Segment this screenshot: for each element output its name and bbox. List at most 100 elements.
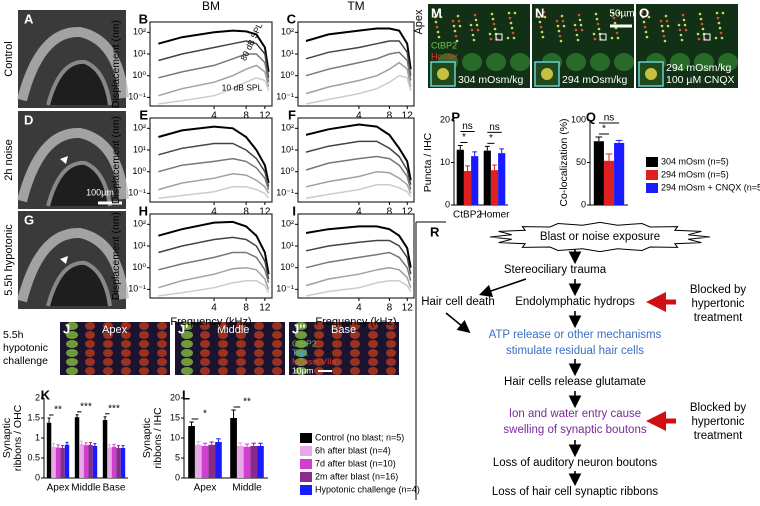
- cell: [200, 331, 210, 339]
- puncta: [645, 35, 649, 39]
- response-curve: [305, 74, 412, 105]
- puncta: [476, 28, 480, 32]
- bar: [230, 418, 237, 478]
- panel-letter: J'': [292, 321, 305, 336]
- puncta: [557, 29, 561, 33]
- cell: [218, 358, 228, 366]
- puncta: [439, 15, 443, 19]
- puncta: [593, 37, 597, 41]
- puncta: [560, 14, 564, 18]
- puncta: [596, 22, 600, 26]
- cell: [386, 358, 396, 366]
- diagram-node: Stereociliary trauma: [504, 264, 607, 276]
- panel-letter: E: [139, 107, 148, 122]
- puncta: [540, 30, 544, 34]
- cell: [350, 340, 360, 348]
- bar: [188, 426, 195, 478]
- cell: [121, 367, 131, 375]
- puncta: [696, 32, 700, 36]
- image-background: [289, 322, 399, 375]
- cell: [218, 349, 228, 357]
- bar: [208, 444, 216, 478]
- response-curve: [305, 61, 412, 95]
- puncta: [664, 14, 668, 18]
- panel-letter: J: [63, 321, 70, 336]
- y-tick-label: 2: [35, 392, 40, 402]
- puncta: [647, 15, 651, 19]
- cell: [181, 358, 193, 366]
- diagram-node: Hair cell death: [421, 296, 495, 308]
- response-curve: [305, 27, 412, 70]
- puncta: [508, 16, 512, 20]
- puncta: [492, 22, 496, 26]
- y-tick-label: 10²: [281, 27, 294, 37]
- x-tick-label: Apex: [194, 483, 217, 494]
- cell: [295, 322, 307, 330]
- panel-letter: K: [41, 387, 51, 402]
- cell: [200, 340, 210, 348]
- bar: [215, 442, 222, 478]
- puncta: [488, 32, 492, 36]
- cell: [157, 322, 167, 330]
- y-tick-label: 10²: [133, 123, 146, 133]
- puncta: [491, 17, 495, 21]
- cell: [368, 322, 378, 330]
- caption: hypotonic: [3, 342, 48, 354]
- condition-label: 294 mOsm/kg: [562, 74, 628, 86]
- puncta: [538, 20, 542, 24]
- x-tick-label: 4: [356, 303, 362, 314]
- image-structure: [46, 59, 112, 106]
- response-curve: [305, 279, 412, 297]
- puncta: [643, 25, 647, 29]
- y-tick-label: 10¹: [133, 48, 146, 58]
- puncta: [511, 31, 515, 35]
- cell: [200, 349, 210, 357]
- y-tick-label: 10⁰: [280, 262, 294, 272]
- response-curve: [305, 51, 412, 81]
- puncta: [559, 39, 563, 43]
- puncta: [457, 19, 461, 23]
- cell: [332, 340, 342, 348]
- cell: [386, 340, 396, 348]
- image-structure: [17, 227, 129, 303]
- caption: 5.5h: [3, 329, 24, 341]
- x-tick-label: 4: [211, 111, 217, 122]
- cochlea-image: [17, 211, 129, 309]
- cell: [85, 322, 95, 330]
- puncta: [536, 10, 540, 14]
- region-label: Base: [331, 324, 356, 336]
- panel-letter: P: [451, 109, 460, 124]
- puncta: [474, 18, 478, 22]
- puncta: [558, 34, 562, 38]
- puncta: [537, 15, 541, 19]
- bar: [79, 444, 84, 478]
- cochlea-image: [17, 111, 129, 209]
- bar: [74, 417, 80, 478]
- cell: [332, 322, 342, 330]
- x-tick-label: Base: [103, 483, 126, 494]
- puncta: [507, 11, 511, 15]
- synapse-image: [636, 4, 738, 88]
- nucleus: [590, 53, 610, 71]
- stain-label: CtBP2: [431, 40, 457, 50]
- significance-label: ns: [462, 121, 473, 132]
- bar: [64, 444, 70, 478]
- response-curve: [158, 53, 270, 83]
- puncta: [579, 23, 583, 27]
- significance-label: ns: [489, 122, 500, 133]
- panel-letter: Q: [586, 109, 596, 124]
- puncta: [580, 28, 584, 32]
- x-tick-label: 8: [243, 207, 249, 218]
- puncta: [575, 33, 579, 37]
- cell: [236, 340, 246, 348]
- puncta: [454, 34, 458, 38]
- y-axis-label: Displacement (nm): [110, 20, 122, 108]
- puncta: [640, 10, 644, 14]
- cell: [139, 349, 149, 357]
- significance-label: *: [203, 409, 207, 420]
- y-tick-label: 10²: [281, 219, 294, 229]
- puncta: [475, 23, 479, 27]
- y-tick-label: 10²: [281, 123, 294, 133]
- synapse-image: [428, 4, 530, 88]
- hair-cell-image: [175, 322, 285, 375]
